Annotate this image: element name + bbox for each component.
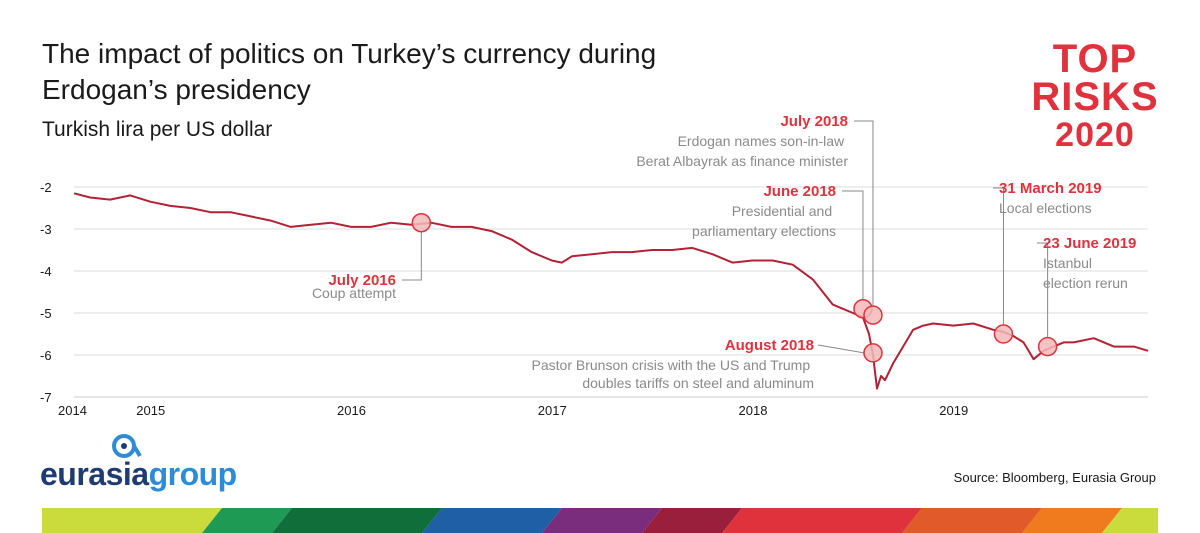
- chart-subtitle: Turkish lira per US dollar: [42, 118, 273, 141]
- event-marker: [863, 343, 883, 363]
- annotation-text: Presidential and parliamentary elections: [692, 203, 836, 239]
- y-tick-label: -3: [40, 222, 52, 237]
- y-tick-label: -4: [40, 264, 52, 279]
- x-tick-label: 2015: [136, 403, 165, 418]
- x-tick-label: 2018: [739, 403, 768, 418]
- logo-swirl-icon: [112, 434, 142, 458]
- event-marker: [411, 212, 432, 233]
- annotation-connector: [1037, 242, 1049, 338]
- annotation-connector: [854, 120, 874, 307]
- annotation-connector: [993, 187, 1004, 325]
- x-tick-label: 2014: [58, 403, 87, 418]
- annotation-date: 23 June 2019: [1043, 235, 1136, 252]
- logo-part-1: eurasia: [40, 456, 149, 492]
- annotation-text: Erdogan names son-in-law Berat Albayrak …: [636, 133, 848, 169]
- y-tick-label: -7: [40, 390, 52, 405]
- event-marker: [863, 305, 883, 325]
- badge-line-3: 2020: [1055, 116, 1135, 154]
- eurasia-group-logo: eurasiagroup: [40, 432, 240, 492]
- event-marker: [1037, 336, 1058, 357]
- chart-title: The impact of politics on Turkey’s curre…: [42, 38, 657, 105]
- top-risks-badge: TOP RISKS 2020: [1020, 37, 1170, 154]
- annotation-date: August 2018: [725, 337, 814, 354]
- badge-line-1: TOP: [1052, 37, 1138, 81]
- x-tick-label: 2016: [337, 403, 366, 418]
- annotation-text: Local elections: [999, 200, 1092, 216]
- source-note: Source: Bloomberg, Eurasia Group: [953, 470, 1156, 485]
- decorative-color-strip: [42, 508, 1158, 533]
- annotation-date: July 2018: [780, 113, 848, 130]
- y-tick-label: -5: [40, 306, 52, 321]
- y-tick-label: -2: [40, 180, 52, 195]
- y-tick-label: -6: [40, 348, 52, 363]
- badge-line-2: RISKS: [1031, 75, 1159, 119]
- x-tick-label: 2017: [538, 403, 567, 418]
- annotation-text: Pastor Brunson crisis with the US and Tr…: [532, 357, 814, 391]
- annotation-connector: [842, 190, 864, 300]
- logo-wordmark: eurasiagroup: [40, 456, 237, 493]
- event-marker: [993, 324, 1014, 344]
- annotation-connector: [402, 231, 422, 281]
- annotation-connector: [817, 344, 865, 354]
- annotation-text: Istanbul election rerun: [1043, 255, 1128, 291]
- annotation-date: July 2016: [328, 272, 396, 289]
- logo-part-2: group: [148, 456, 238, 492]
- x-tick-label: 2019: [939, 403, 968, 418]
- annotation-text: Coup attempt: [312, 285, 396, 301]
- annotation-date: 31 March 2019: [999, 180, 1102, 197]
- annotation-date: June 2018: [763, 183, 836, 200]
